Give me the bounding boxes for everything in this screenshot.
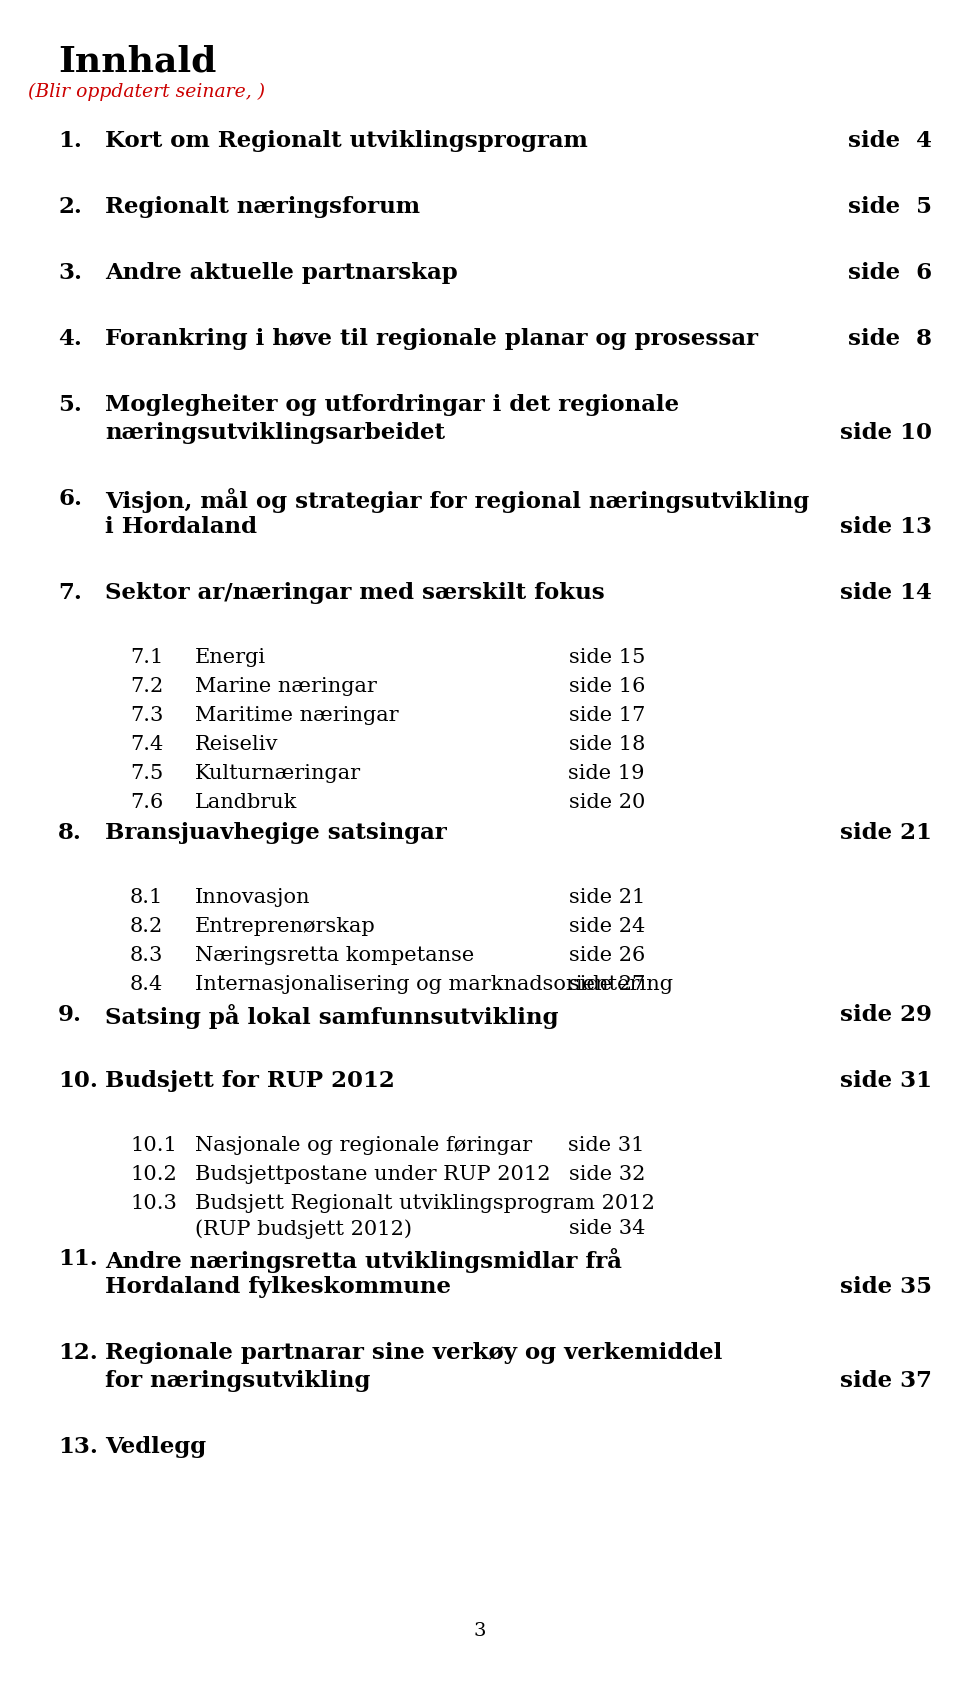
Text: side 16: side 16 [568, 677, 645, 696]
Text: side 10: side 10 [840, 422, 932, 444]
Text: Visjon, mål og strategiar for regional næringsutvikling: Visjon, mål og strategiar for regional n… [105, 488, 809, 513]
Text: side 37: side 37 [840, 1370, 932, 1392]
Text: 7.: 7. [58, 581, 82, 603]
Text: side  5: side 5 [848, 196, 932, 218]
Text: 7.4: 7.4 [130, 735, 163, 753]
Text: Satsing på lokal samfunnsutvikling: Satsing på lokal samfunnsutvikling [105, 1003, 559, 1029]
Text: side 32: side 32 [568, 1164, 645, 1184]
Text: Bransjuavhegige satsingar: Bransjuavhegige satsingar [105, 821, 446, 843]
Text: Næringsretta kompetanse: Næringsretta kompetanse [195, 946, 474, 964]
Text: side  8: side 8 [848, 328, 932, 350]
Text: Innovasjon: Innovasjon [195, 887, 310, 907]
Text: 4.: 4. [58, 328, 82, 350]
Text: Hordaland fylkeskommune: Hordaland fylkeskommune [105, 1275, 451, 1297]
Text: Vedlegg: Vedlegg [105, 1436, 206, 1458]
Text: side 18: side 18 [568, 735, 645, 753]
Text: Kulturnæringar: Kulturnæringar [195, 763, 361, 782]
Text: side 20: side 20 [568, 792, 645, 811]
Text: Maritime næringar: Maritime næringar [195, 706, 398, 725]
Text: Energi: Energi [195, 647, 266, 667]
Text: side 29: side 29 [840, 1003, 932, 1025]
Text: side 24: side 24 [568, 917, 645, 936]
Text: Landbruk: Landbruk [195, 792, 298, 811]
Text: næringsutviklingsarbeidet: næringsutviklingsarbeidet [105, 422, 445, 444]
Text: 9.: 9. [58, 1003, 82, 1025]
Text: side 31: side 31 [568, 1135, 645, 1154]
Text: (Blir oppdatert seinare, ): (Blir oppdatert seinare, ) [28, 83, 265, 101]
Text: 7.5: 7.5 [130, 763, 163, 782]
Text: for næringsutvikling: for næringsutvikling [105, 1370, 371, 1392]
Text: 5.: 5. [58, 394, 82, 415]
Text: side 21: side 21 [568, 887, 645, 907]
Text: side 35: side 35 [840, 1275, 932, 1297]
Text: 7.3: 7.3 [130, 706, 163, 725]
Text: side 21: side 21 [840, 821, 932, 843]
Text: 8.4: 8.4 [130, 975, 163, 993]
Text: Sektor ar/næringar med særskilt fokus: Sektor ar/næringar med særskilt fokus [105, 581, 605, 603]
Text: 10.3: 10.3 [130, 1194, 177, 1213]
Text: Budsjettpostane under RUP 2012: Budsjettpostane under RUP 2012 [195, 1164, 550, 1184]
Text: side 27: side 27 [568, 975, 645, 993]
Text: 10.: 10. [58, 1069, 98, 1091]
Text: 8.: 8. [58, 821, 82, 843]
Text: 7.6: 7.6 [130, 792, 163, 811]
Text: 6.: 6. [58, 488, 82, 510]
Text: side 13: side 13 [840, 515, 932, 537]
Text: Andre aktuelle partnarskap: Andre aktuelle partnarskap [105, 262, 458, 284]
Text: side  4: side 4 [848, 130, 932, 152]
Text: Moglegheiter og utfordringar i det regionale: Moglegheiter og utfordringar i det regio… [105, 394, 679, 415]
Text: 10.1: 10.1 [130, 1135, 177, 1154]
Text: Budsjett Regionalt utviklingsprogram 2012: Budsjett Regionalt utviklingsprogram 201… [195, 1194, 655, 1213]
Text: Regionale partnarar sine verkøy og verkemiddel: Regionale partnarar sine verkøy og verke… [105, 1341, 722, 1363]
Text: 8.1: 8.1 [130, 887, 163, 907]
Text: 13.: 13. [58, 1436, 98, 1458]
Text: 7.2: 7.2 [130, 677, 163, 696]
Text: Entreprenørskap: Entreprenørskap [195, 917, 375, 936]
Text: side 17: side 17 [568, 706, 645, 725]
Text: 8.3: 8.3 [130, 946, 163, 964]
Text: 1.: 1. [58, 130, 82, 152]
Text: 11.: 11. [58, 1246, 98, 1268]
Text: Marine næringar: Marine næringar [195, 677, 377, 696]
Text: side  6: side 6 [848, 262, 932, 284]
Text: Reiseliv: Reiseliv [195, 735, 278, 753]
Text: Innhald: Innhald [58, 46, 216, 79]
Text: side 14: side 14 [840, 581, 932, 603]
Text: Kort om Regionalt utviklingsprogram: Kort om Regionalt utviklingsprogram [105, 130, 588, 152]
Text: Forankring i høve til regionale planar og prosessar: Forankring i høve til regionale planar o… [105, 328, 758, 350]
Text: i Hordaland: i Hordaland [105, 515, 257, 537]
Text: Nasjonale og regionale føringar: Nasjonale og regionale føringar [195, 1135, 532, 1154]
Text: 8.2: 8.2 [130, 917, 163, 936]
Text: 10.2: 10.2 [130, 1164, 177, 1184]
Text: 7.1: 7.1 [130, 647, 163, 667]
Text: side 19: side 19 [568, 763, 645, 782]
Text: side 15: side 15 [568, 647, 645, 667]
Text: side 34: side 34 [568, 1218, 645, 1238]
Text: Budsjett for RUP 2012: Budsjett for RUP 2012 [105, 1069, 395, 1091]
Text: Internasjonalisering og marknadsorientering: Internasjonalisering og marknadsorienter… [195, 975, 673, 993]
Text: 12.: 12. [58, 1341, 98, 1363]
Text: 2.: 2. [58, 196, 82, 218]
Text: 3: 3 [473, 1621, 487, 1638]
Text: Regionalt næringsforum: Regionalt næringsforum [105, 196, 420, 218]
Text: (RUP budsjett 2012): (RUP budsjett 2012) [195, 1218, 412, 1238]
Text: side 31: side 31 [840, 1069, 932, 1091]
Text: 3.: 3. [58, 262, 82, 284]
Text: Andre næringsretta utviklingsmidlar frå: Andre næringsretta utviklingsmidlar frå [105, 1246, 622, 1272]
Text: side 26: side 26 [568, 946, 645, 964]
